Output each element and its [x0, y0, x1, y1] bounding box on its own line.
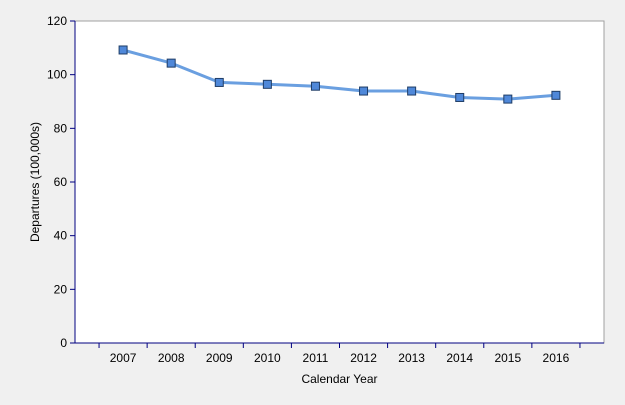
x-axis-label: Calendar Year — [301, 372, 377, 386]
x-tick-label: 2016 — [543, 351, 570, 365]
y-tick-label: 60 — [54, 175, 68, 189]
data-point — [455, 92, 465, 102]
x-tick-label: 2015 — [494, 351, 521, 365]
data-point — [503, 94, 513, 104]
series-line — [121, 48, 558, 101]
x-axis-ticks: 2007 2008 2009 2010 2011 2012 2013 2014 2015 2016 — [98, 343, 581, 365]
data-point — [310, 81, 320, 91]
x-tick-label: 2013 — [398, 351, 425, 365]
data-point — [262, 79, 272, 89]
series-markers — [118, 45, 561, 104]
y-tick-label: 80 — [54, 121, 68, 135]
y-axis-ticks: 0 20 40 60 80 100 120 — [47, 14, 75, 350]
data-point — [214, 77, 224, 87]
data-point — [407, 86, 417, 96]
plot-area — [74, 20, 605, 344]
x-tick-label: 2012 — [350, 351, 377, 365]
data-point — [118, 45, 128, 55]
data-point — [359, 86, 369, 96]
x-tick-label: 2009 — [206, 351, 233, 365]
x-tick-label: 2014 — [446, 351, 473, 365]
y-tick-label: 40 — [54, 229, 68, 243]
x-tick-label: 2008 — [158, 351, 185, 365]
y-tick-label: 0 — [60, 336, 67, 350]
x-tick-label: 2007 — [110, 351, 137, 365]
y-tick-label: 20 — [54, 282, 68, 296]
y-tick-label: 120 — [47, 14, 67, 28]
y-axis-label: Departures (100,000s) — [28, 122, 42, 242]
y-tick-label: 100 — [47, 68, 67, 82]
data-point — [166, 58, 176, 68]
x-tick-label: 2011 — [303, 351, 329, 365]
data-point — [551, 90, 561, 100]
x-tick-label: 2010 — [254, 351, 281, 365]
